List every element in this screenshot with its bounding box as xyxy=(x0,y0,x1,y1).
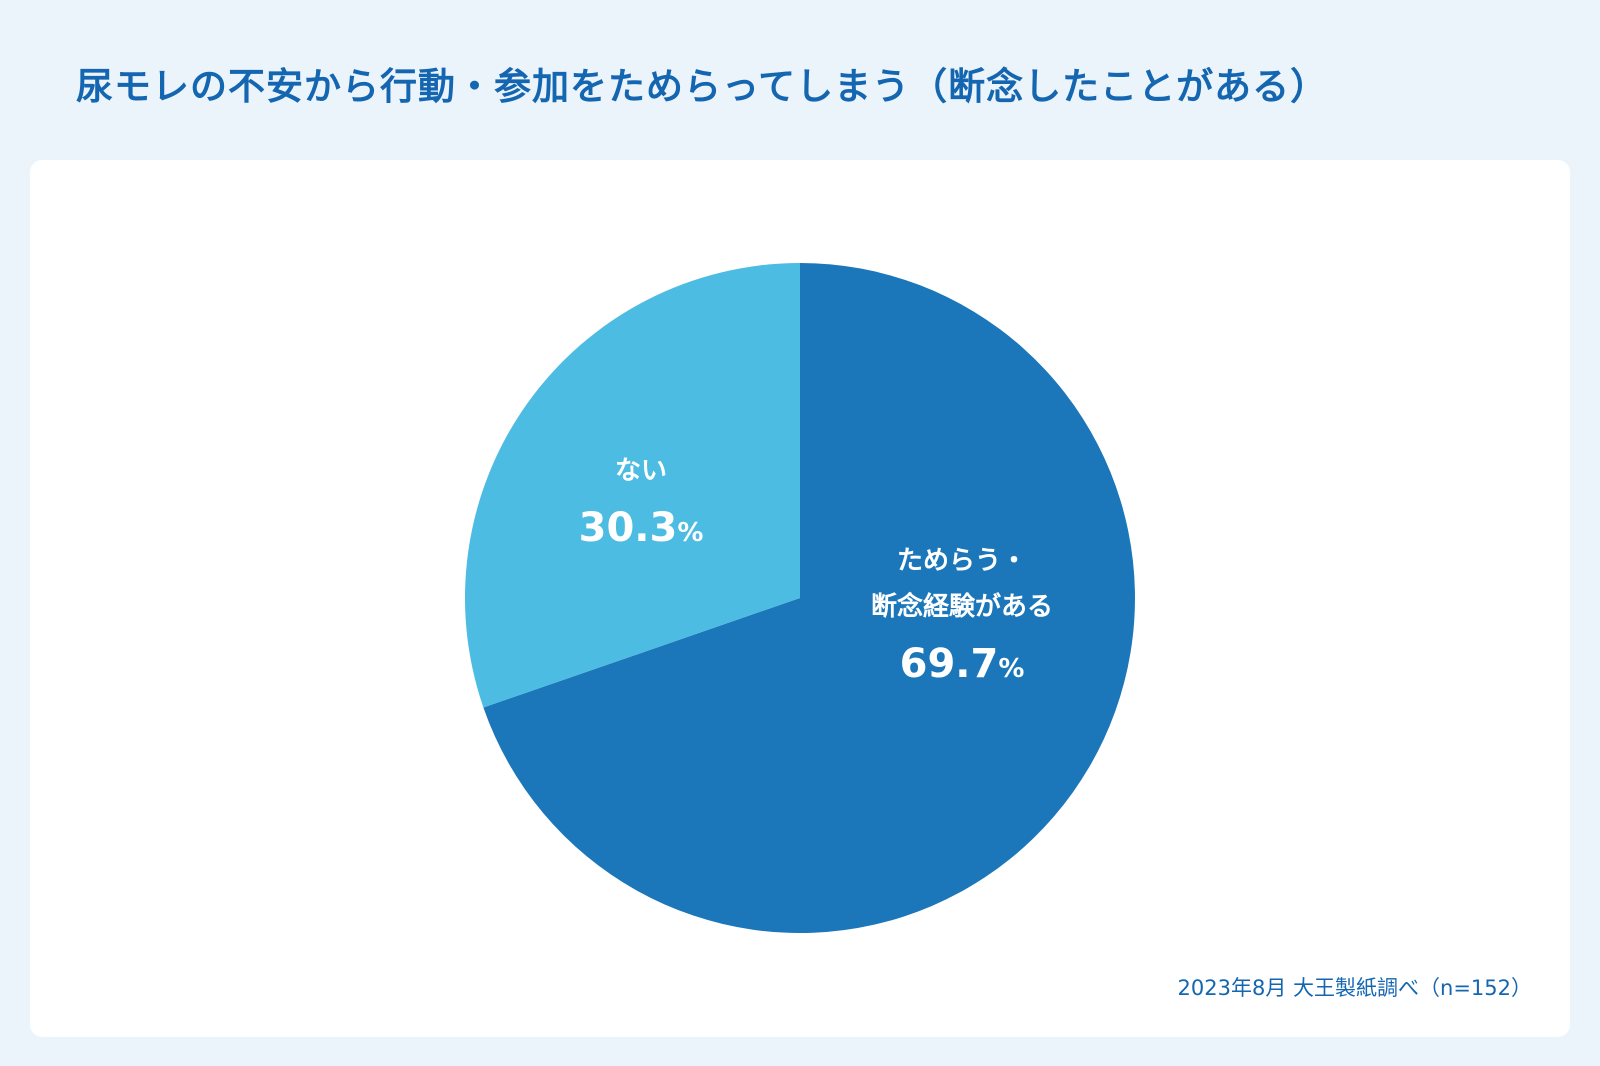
slice-name: ない xyxy=(614,456,668,486)
slice-label-hesitate: ためらう・ 断念経験がある 69.7% xyxy=(871,538,1053,699)
slice-name-line1: ためらう・ xyxy=(896,546,1028,576)
slice-name-line2: 断念経験がある xyxy=(870,592,1054,622)
slice-percent: 69.7% xyxy=(899,641,1025,687)
slice-label-none: ない 30.3% xyxy=(579,448,704,563)
pie-slice-1 xyxy=(464,263,800,708)
slice-percent: 30.3% xyxy=(578,505,704,551)
pie-slice-0 xyxy=(483,263,1135,934)
chart-title: 尿モレの不安から行動・参加をためらってしまう（断念したことがある） xyxy=(76,65,1329,108)
source-note: 2023年8月 大王製紙調べ（n=152） xyxy=(1177,976,1532,1000)
